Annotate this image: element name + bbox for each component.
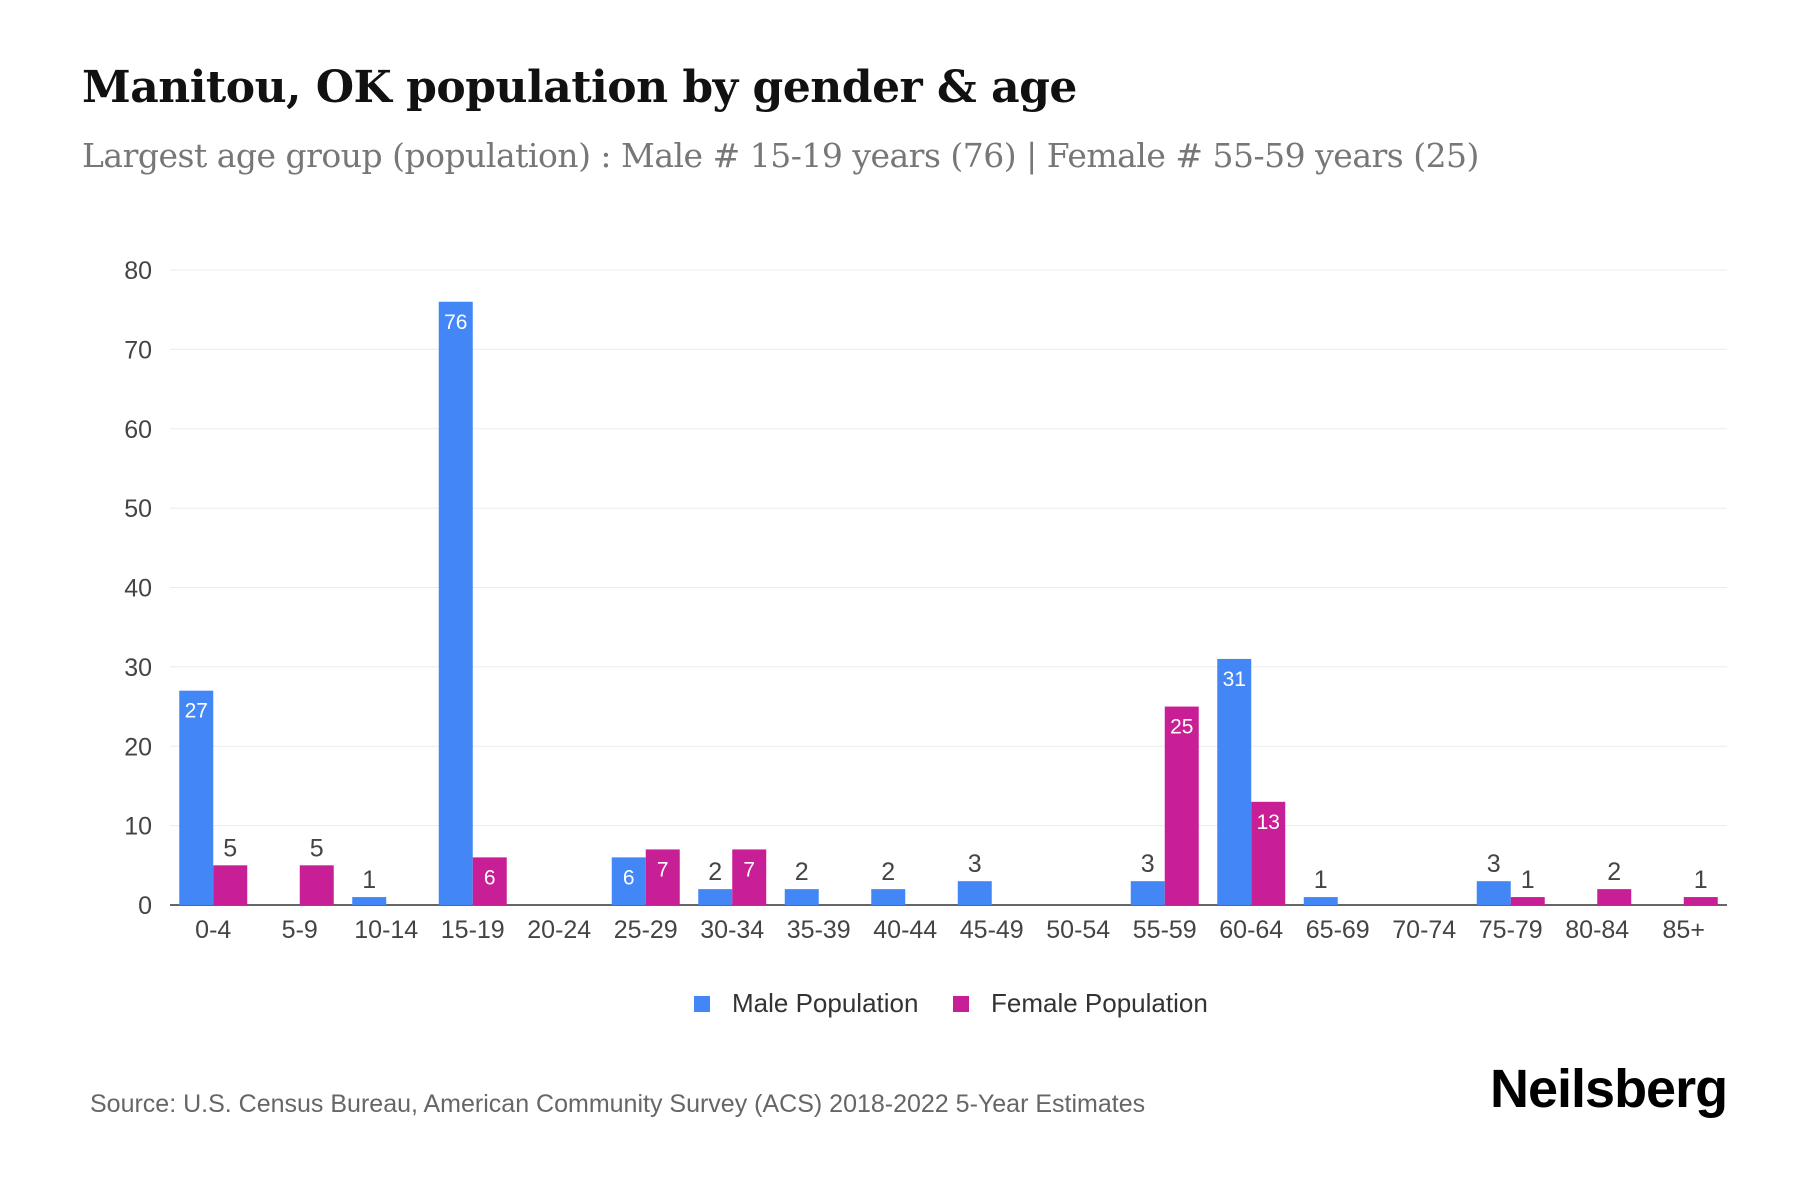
data-label: 1 — [362, 866, 376, 894]
data-label: 76 — [444, 311, 467, 334]
x-tick-label: 50-54 — [1046, 916, 1110, 944]
data-label: 1 — [1521, 866, 1535, 894]
y-tick-label: 40 — [124, 575, 152, 603]
data-label: 1 — [1694, 866, 1708, 894]
data-label: 5 — [310, 834, 324, 862]
male-bar — [871, 889, 906, 905]
x-tick-label: 25-29 — [614, 916, 678, 944]
male-bar — [438, 301, 473, 905]
female-bar — [732, 849, 767, 905]
neilsberg-logo: Neilsberg — [1490, 1059, 1728, 1119]
data-label: 1 — [1314, 866, 1328, 894]
x-tick-label: 40-44 — [873, 916, 937, 944]
female-bar — [1510, 897, 1545, 905]
y-tick-label: 0 — [138, 892, 152, 920]
data-label: 2 — [1607, 858, 1621, 886]
data-label: 3 — [1141, 850, 1155, 878]
male-bar — [784, 889, 819, 905]
legend-male: Male Population — [694, 988, 918, 1019]
data-label: 25 — [1170, 716, 1193, 739]
chart-title: Manitou, OK population by gender & age — [82, 62, 1077, 113]
y-tick-label: 20 — [124, 733, 152, 761]
chart-subtitle: Largest age group (population) : Male # … — [82, 136, 1479, 175]
data-label: 6 — [484, 866, 496, 889]
x-tick-label: 35-39 — [787, 916, 851, 944]
male-bar — [1217, 658, 1252, 905]
female-bar — [299, 865, 334, 905]
data-label: 7 — [657, 858, 669, 881]
data-label: 27 — [185, 700, 208, 723]
x-tick-label: 45-49 — [960, 916, 1024, 944]
male-bar — [1130, 881, 1165, 905]
y-tick-label: 70 — [124, 336, 152, 364]
y-tick-label: 10 — [124, 813, 152, 841]
x-tick-label: 15-19 — [441, 916, 505, 944]
data-label: 31 — [1223, 668, 1246, 691]
legend-male-swatch — [694, 995, 710, 1012]
x-tick-label: 60-64 — [1219, 916, 1283, 944]
female-bar — [1597, 889, 1632, 905]
data-label: 2 — [708, 858, 722, 886]
male-bar — [698, 889, 733, 905]
male-bar — [179, 690, 214, 905]
data-label: 2 — [881, 858, 895, 886]
data-label: 2 — [795, 858, 809, 886]
data-label: 5 — [223, 834, 237, 862]
x-tick-label: 65-69 — [1306, 916, 1370, 944]
y-tick-label: 60 — [124, 416, 152, 444]
female-bar — [1164, 706, 1199, 905]
male-bar — [1476, 881, 1511, 905]
female-bar — [472, 857, 507, 905]
female-bar — [213, 865, 248, 905]
x-tick-label: 70-74 — [1392, 916, 1456, 944]
legend-male-label: Male Population — [732, 988, 919, 1018]
data-label: 3 — [968, 850, 982, 878]
female-bar — [1251, 801, 1286, 905]
male-bar — [957, 881, 992, 905]
y-tick-label: 50 — [124, 495, 152, 523]
x-tick-label: 20-24 — [527, 916, 591, 944]
data-label: 6 — [623, 866, 635, 889]
data-label: 13 — [1257, 811, 1280, 834]
x-tick-label: 85+ — [1663, 916, 1705, 944]
x-tick-label: 10-14 — [354, 916, 418, 944]
male-bar — [1303, 897, 1338, 905]
x-tick-label: 80-84 — [1565, 916, 1629, 944]
legend-female-label: Female Population — [991, 988, 1208, 1018]
x-tick-label: 5-9 — [282, 916, 318, 944]
legend-female-swatch — [953, 995, 969, 1012]
x-tick-label: 75-79 — [1479, 916, 1543, 944]
x-tick-label: 55-59 — [1133, 916, 1197, 944]
male-bar — [352, 897, 387, 905]
y-tick-label: 80 — [124, 257, 152, 285]
x-tick-label: 0-4 — [195, 916, 231, 944]
data-label: 3 — [1487, 850, 1501, 878]
legend-female: Female Population — [953, 988, 1208, 1019]
male-bar — [611, 857, 646, 905]
source-note: Source: U.S. Census Bureau, American Com… — [90, 1090, 1146, 1118]
female-bar — [1683, 897, 1718, 905]
data-label: 7 — [743, 858, 755, 881]
y-tick-label: 30 — [124, 654, 152, 682]
female-bar — [645, 849, 680, 905]
x-tick-label: 30-34 — [700, 916, 764, 944]
